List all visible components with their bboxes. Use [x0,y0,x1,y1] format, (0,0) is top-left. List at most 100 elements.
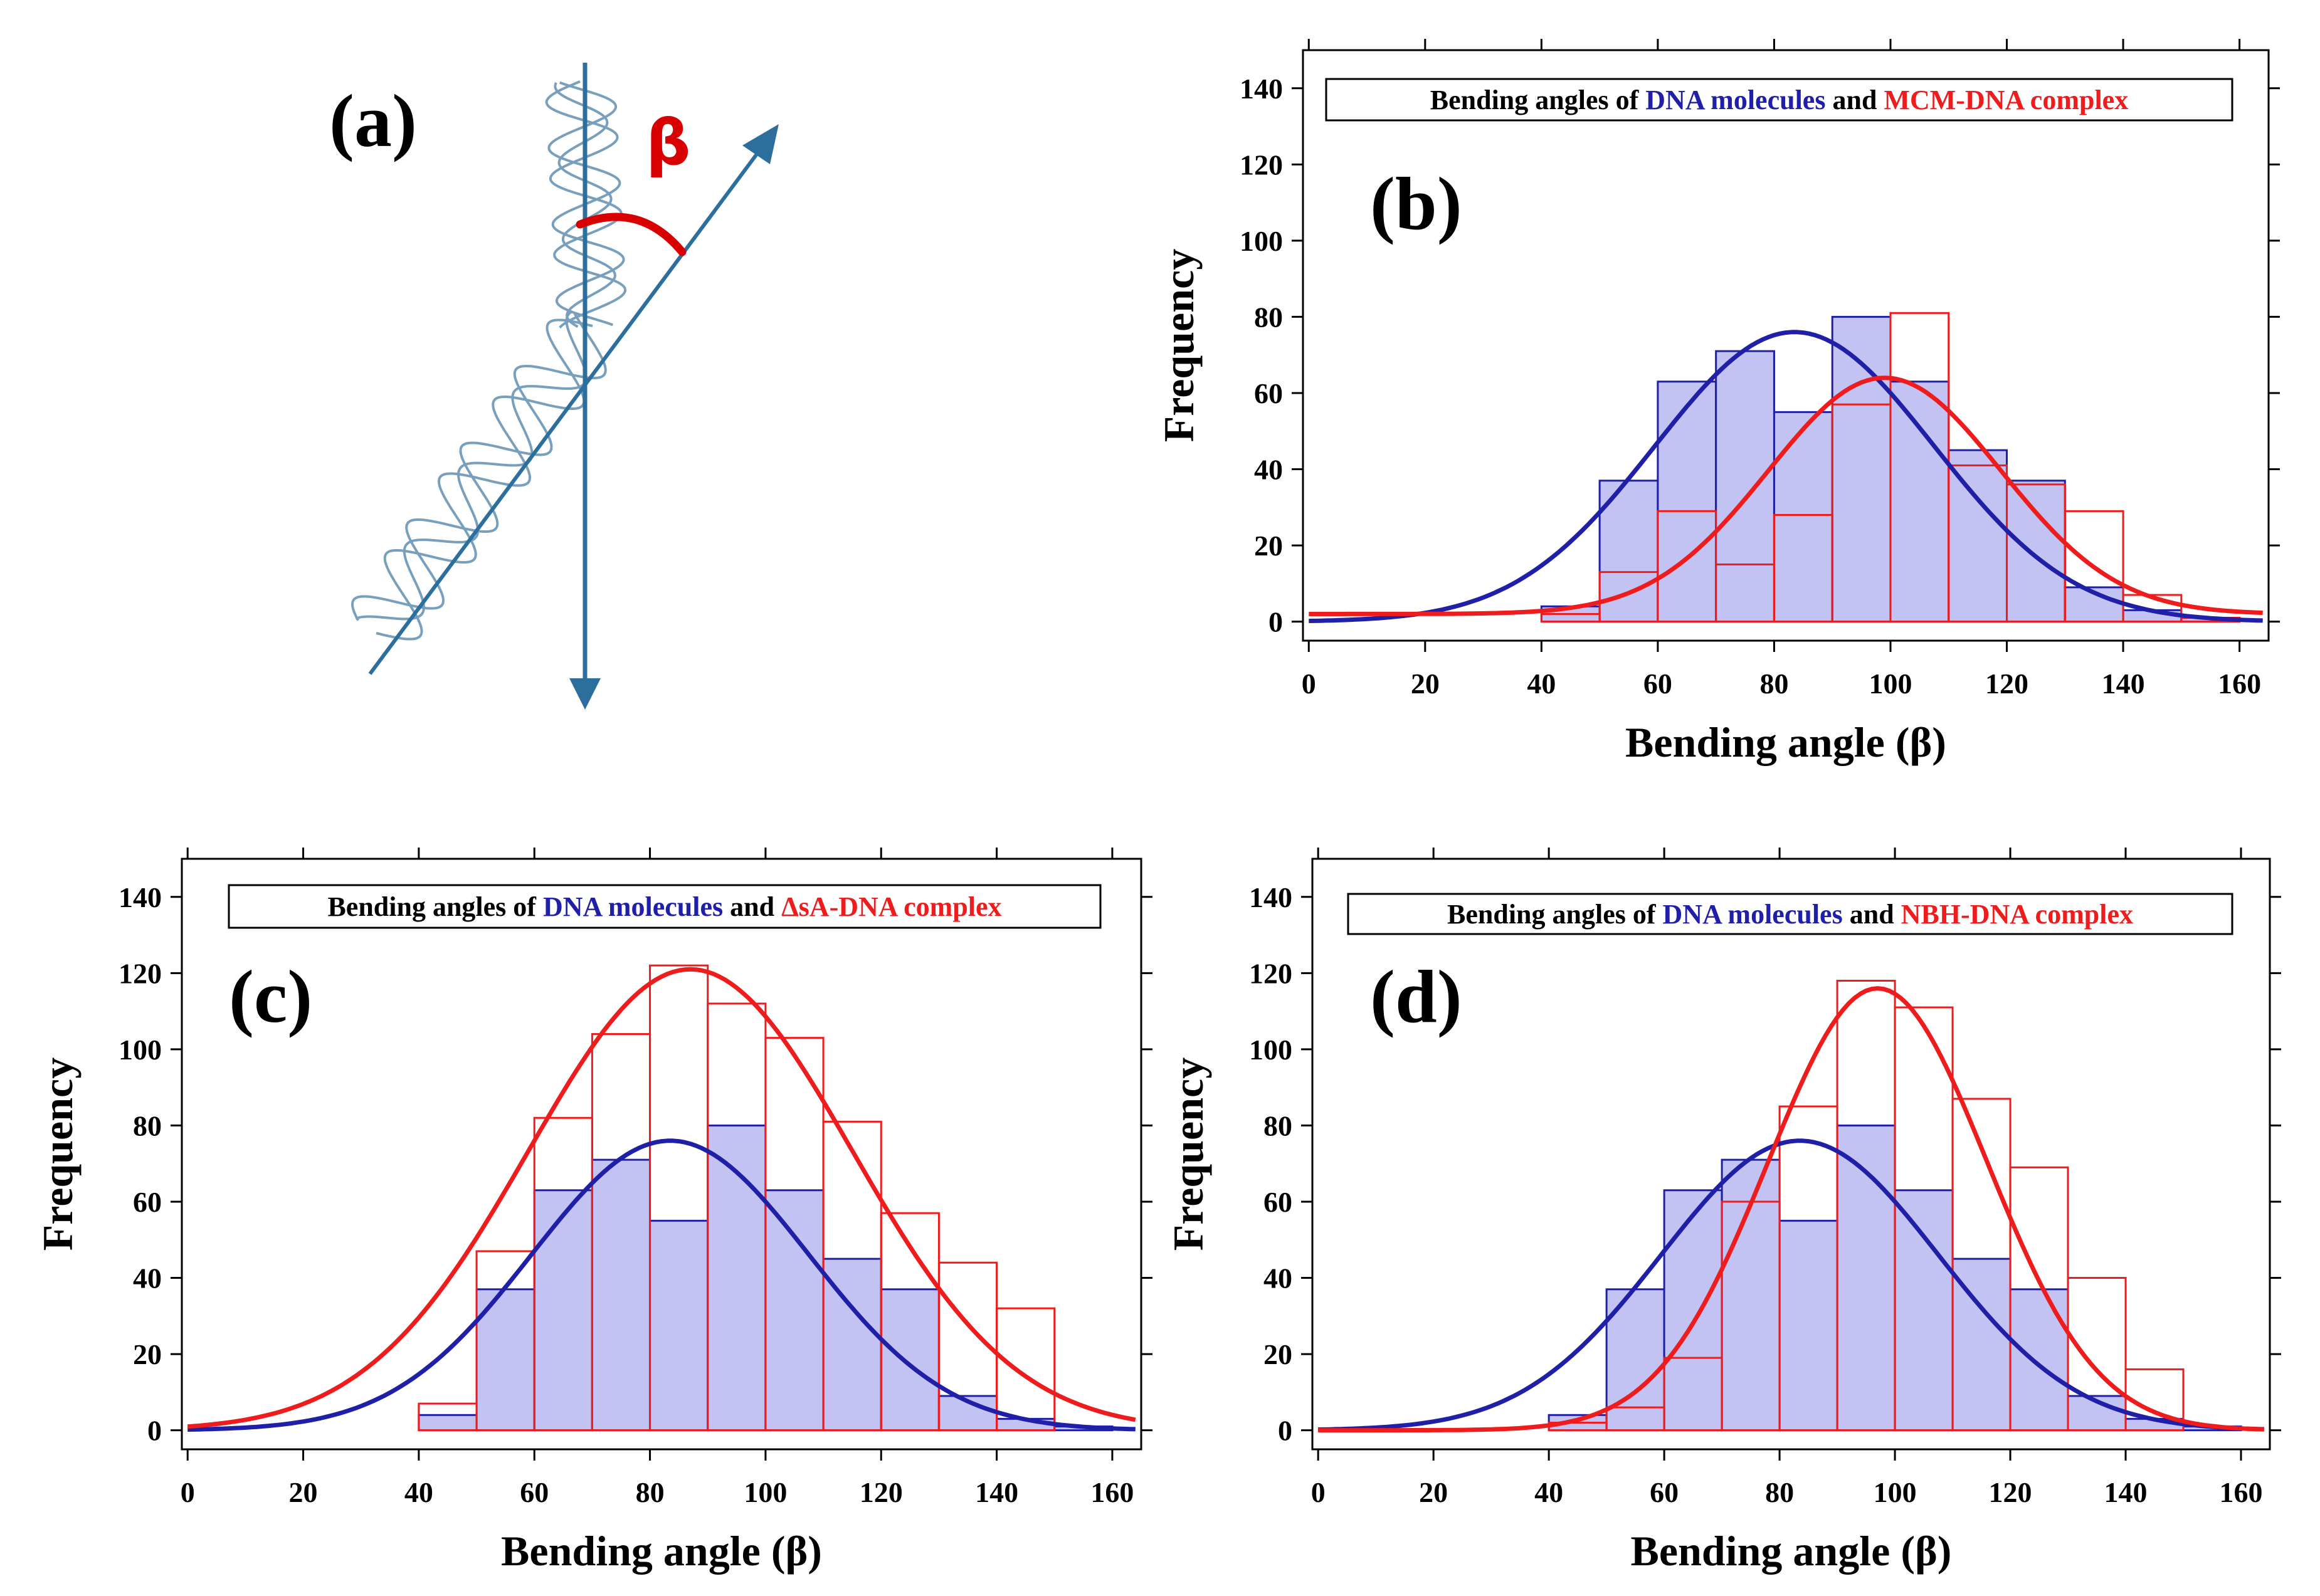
panel-b-y-tick-label: 80 [1254,301,1283,333]
helix-strand-lower-a [376,318,593,641]
panel-c-x-tick-label: 140 [975,1476,1018,1508]
panel-d-plot-frame [1311,858,2271,1451]
panel-d-legend-title: Bending angles of DNA molecules and NBH-… [1447,899,2133,930]
panel-c-x-tick-label: 160 [1090,1476,1134,1508]
panel-b-dna-fit-line [1309,330,2263,623]
panel-b-dna-bar [1773,411,1833,623]
panel-b-x-tick-label: 40 [1527,668,1556,700]
panel-b-y-tick-label: 140 [1240,73,1283,105]
panel-b-x-axis-title: Bending angle (β) [1625,718,1946,766]
panel-d-x-tick-label: 80 [1765,1476,1794,1508]
panel-c-dna-bar [880,1288,940,1432]
panel-b-y-tick-label: 0 [1268,606,1283,638]
panel-b-dna-bar [1715,350,1775,623]
panel-d-x-tick-label: 100 [1874,1476,1917,1508]
panel-d-legend-part: NBH-DNA complex [1901,899,2133,930]
panel-d-x-tick-label: 160 [2220,1476,2263,1508]
panel-b-x-tick-label: 160 [2218,668,2261,700]
panel-c-x-tick-label: 60 [520,1476,549,1508]
panel-d-legend-box [1347,893,2233,935]
panel-b-x-tick-label: 80 [1759,668,1788,700]
panel-d-complex-fit-line [1318,986,2264,1433]
panel-b-legend-part: Bending angles of [1430,85,1646,115]
panel-d-x-tick-label: 120 [1989,1476,2032,1508]
beta-label: β [646,106,691,179]
panel-b-y-tick-label: 60 [1254,377,1283,409]
tilted-axis-arrow [368,146,764,675]
panel-b-legend-part: MCM-DNA complex [1884,85,2128,115]
panel-d-dna-bar [1663,1189,1723,1432]
panel-d-dna-bar [1894,1189,1954,1432]
panel-b-dna-bar [1889,381,1950,623]
panel-b-complex-fit-line [1309,375,2263,616]
chart-panel-b: 0 20 40 60 80 100 120 140 160 0 20 40 60 80 100 120 140 B… [1155,39,2280,766]
panel-c-x-tick-label: 40 [404,1476,433,1508]
panel-c-panel-label: (c) [229,955,312,1038]
panel-c-legend-title: Bending angles of DNA molecules and ΔsA-… [327,891,1001,922]
panel-b-legend-part: DNA molecules [1645,85,1825,115]
panel-c-complex-fit-line [187,967,1136,1429]
panel-d-dna-fit-line [1318,1138,2264,1432]
panel-c-dna-bar [649,1219,709,1432]
panel-b-plot-frame [1302,49,2270,642]
panel-b-legend-part: and [1825,85,1884,115]
panel-b-legend-title: Bending angles of DNA molecules and MCM-… [1430,85,2128,115]
panel-d-complex-bar [2124,1368,2185,1432]
panel-c-dna-bar [764,1189,825,1432]
panel-c-plot-frame [181,858,1142,1451]
panel-c-complex-bar [996,1307,1056,1432]
panel-d-complex-bar [2067,1277,2127,1432]
panel-c-y-tick-label: 100 [119,1034,162,1066]
helix-strand-upper-a [545,80,627,328]
panel-d-dna-bar [2009,1288,2069,1432]
panel-d-y-tick-label: 20 [1263,1338,1292,1370]
panel-b-y-tick-label: 40 [1254,454,1283,486]
panel-b-x-tick-label: 20 [1411,668,1440,700]
panel-b-legend-box [1325,78,2233,122]
panel-c-legend-box [228,884,1102,929]
panel-d-y-tick-label: 100 [1249,1034,1292,1066]
tilted-arrowhead [742,124,779,164]
panel-d-y-tick-label: 120 [1249,957,1292,989]
panel-c-dna-bar [707,1124,767,1432]
panel-d-y-axis-title: Frequency [1164,1058,1212,1251]
panel-d-x-tick-label: 60 [1650,1476,1679,1508]
panel-c-y-tick-label: 0 [147,1415,162,1447]
panel-c-y-tick-label: 60 [133,1186,162,1218]
vertical-arrowhead [569,678,601,710]
panel-d-legend-part: Bending angles of [1447,899,1663,930]
panel-d-x-tick-label: 140 [2104,1476,2148,1508]
chart-panel-d: 0 20 40 60 80 100 120 140 160 0 20 40 60 80 100 120 140 B… [1164,848,2281,1575]
panel-d-x-tick-label: 40 [1534,1476,1563,1508]
panel-d-dna-bar [1778,1219,1838,1432]
panel-c-dna-bar [418,1414,478,1432]
panel-c-x-axis-title: Bending angle (β) [501,1527,822,1575]
dna-schematic: (a) β [329,63,779,710]
panel-b-dna-bar [2006,480,2066,623]
panel-d-legend-part: DNA molecules [1663,899,1843,930]
panel-c-x-tick-label: 120 [860,1476,903,1508]
panel-c-y-tick-label: 20 [133,1338,162,1370]
panel-b-x-tick-label: 100 [1869,668,1912,700]
panel-d-x-tick-label: 20 [1419,1476,1448,1508]
panel-d-panel-label: (d) [1370,955,1462,1038]
panel-c-legend-part: Bending angles of [327,891,543,922]
beta-angle-arc [576,213,687,256]
panel-b-y-axis-title: Frequency [1155,249,1203,443]
panel-c-y-tick-label: 80 [133,1110,162,1142]
panel-c-x-tick-label: 20 [289,1476,318,1508]
helix-strand-upper-c [554,82,616,328]
panel-b-panel-label: (b) [1370,162,1462,245]
panel-c-dna-bar [591,1158,651,1432]
panel-d-y-tick-label: 60 [1263,1186,1292,1218]
panel-c-legend-part: ΔsA-DNA complex [781,891,1001,922]
panel-b-y-tick-label: 100 [1240,225,1283,257]
panel-b-x-tick-label: 120 [1985,668,2028,700]
panel-d-legend-part: and [1843,899,1901,930]
panel-b-dna-bar [1831,315,1892,623]
panel-c-legend-part: and [723,891,781,922]
panel-c-dna-bar [533,1189,593,1432]
panel-d-y-tick-label: 140 [1249,881,1292,913]
panel-c-x-tick-label: 0 [181,1476,195,1508]
